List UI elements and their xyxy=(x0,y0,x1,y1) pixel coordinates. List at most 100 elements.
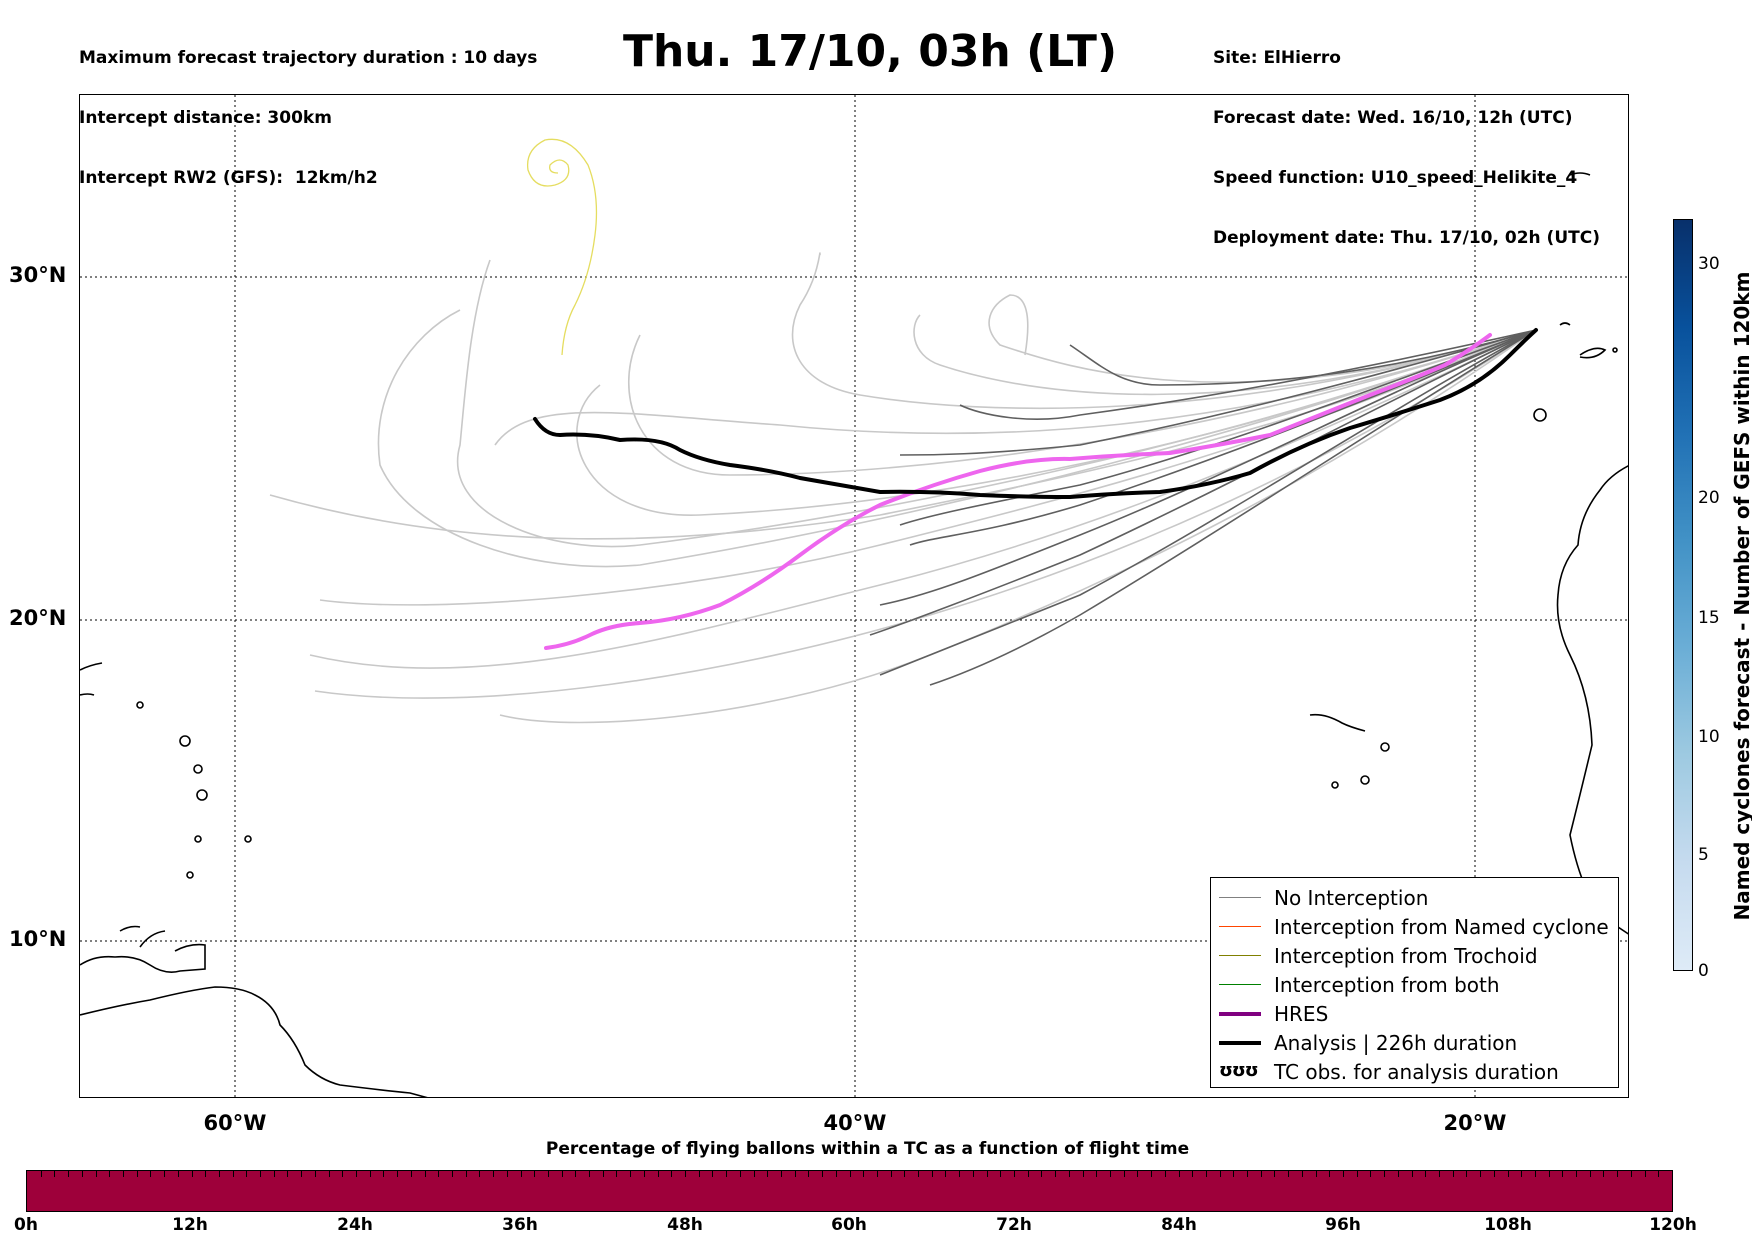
ensemble-track-line xyxy=(1069,329,1537,386)
flight-bar-minor-tick xyxy=(918,1171,920,1177)
flight-bar-minor-tick xyxy=(81,1171,83,1177)
flight-bar-minor-tick xyxy=(890,1171,892,1177)
ensemble-track-line xyxy=(869,329,1537,636)
flight-bar-minor-tick xyxy=(520,1171,522,1177)
lat-label-20n: 20°N xyxy=(9,606,67,630)
legend-swatch-trochoid xyxy=(1219,955,1261,957)
south-america-coast xyxy=(80,986,428,1097)
flight-bar-minor-tick xyxy=(630,1171,632,1177)
island-cape-verde-4 xyxy=(1331,781,1339,789)
flight-bar-minor-tick xyxy=(232,1171,234,1177)
colorbar-tick-20: 20 xyxy=(1698,488,1720,508)
flight-tick-96h: 96h xyxy=(1325,1215,1361,1235)
flight-bar-minor-tick xyxy=(1315,1171,1317,1177)
flight-bar-minor-tick xyxy=(109,1171,111,1177)
colorbar-tick-10: 10 xyxy=(1698,727,1720,747)
flight-bar-minor-tick xyxy=(136,1171,138,1177)
flight-bar-minor-tick xyxy=(1493,1171,1495,1177)
flight-tick-84h: 84h xyxy=(1161,1215,1197,1235)
colorbar-tick-0: 0 xyxy=(1698,961,1709,981)
island-lesser-antilles-5 xyxy=(244,835,252,843)
legend-item-no-interception: No Interception xyxy=(1211,884,1618,912)
flight-bar-minor-tick xyxy=(1343,1171,1344,1177)
flight-bar-minor-tick xyxy=(465,1171,467,1177)
flight-bar-minor-tick xyxy=(1041,1171,1043,1177)
flight-bar-minor-tick xyxy=(301,1171,303,1177)
flight-bar-minor-tick xyxy=(575,1171,577,1177)
map-panel xyxy=(79,94,1629,1098)
flight-bar-minor-tick xyxy=(246,1171,248,1177)
flight-bar-minor-tick xyxy=(863,1171,865,1177)
flight-time-bar-title: Percentage of flying ballons within a TC… xyxy=(545,1139,1190,1159)
flight-tick-36h: 36h xyxy=(502,1215,538,1235)
flight-bar-minor-tick xyxy=(1014,1171,1015,1177)
island-lesser-antilles-2 xyxy=(193,764,203,774)
speed-function-text: Speed function: U10_speed_Helikite_4 xyxy=(1213,168,1578,188)
flight-bar-minor-tick xyxy=(671,1171,673,1177)
flight-bar-minor-tick xyxy=(712,1171,714,1177)
legend-swatch-hres xyxy=(1219,1012,1261,1016)
flight-tick-108h: 108h xyxy=(1484,1215,1532,1235)
island-madeira xyxy=(1569,172,1591,176)
flight-bar-minor-tick xyxy=(438,1171,440,1177)
flight-bar-minor-tick xyxy=(1521,1171,1523,1177)
flight-bar-minor-tick xyxy=(753,1171,755,1177)
ensemble-track-line xyxy=(791,252,1537,410)
flight-bar-minor-tick xyxy=(1000,1171,1002,1177)
flight-bar-minor-tick xyxy=(260,1171,262,1177)
page-title: Thu. 17/10, 03h (LT) xyxy=(622,26,1118,77)
flight-tick-72h: 72h xyxy=(996,1215,1032,1235)
island-canary-2 xyxy=(1579,347,1607,359)
flight-bar-minor-tick xyxy=(876,1171,878,1177)
flight-bar-minor-tick xyxy=(849,1171,851,1177)
ensemble-track-line xyxy=(913,314,1537,396)
legend-label-named-cyclone: Interception from Named cyclone xyxy=(1274,915,1609,939)
flight-bar-minor-tick xyxy=(685,1171,686,1177)
intercept-distance-text: Intercept distance: 300km xyxy=(79,108,332,128)
flight-bar-minor-tick xyxy=(1233,1171,1235,1177)
map-canvas xyxy=(80,95,1628,1097)
island-cape-verde-2 xyxy=(1380,742,1390,752)
lat-label-10n: 10°N xyxy=(9,927,67,951)
ensemble-track-line xyxy=(576,329,1537,516)
flight-bar-minor-tick xyxy=(164,1171,166,1177)
flight-bar-minor-tick xyxy=(397,1171,399,1177)
flight-bar-minor-tick xyxy=(616,1171,618,1177)
flight-bar-minor-tick xyxy=(1658,1171,1660,1177)
flight-bar-minor-tick xyxy=(369,1171,371,1177)
flight-bar-minor-tick xyxy=(287,1171,289,1177)
ensemble-track-line xyxy=(899,329,1537,526)
flight-bar-minor-tick xyxy=(1260,1171,1262,1177)
legend-swatch-analysis xyxy=(1219,1041,1261,1045)
flight-bar-minor-tick xyxy=(177,1171,179,1177)
legend-label-analysis: Analysis | 226h duration xyxy=(1274,1031,1518,1055)
flight-bar-minor-tick xyxy=(1384,1171,1386,1177)
flight-bar-minor-tick xyxy=(1329,1171,1331,1177)
flight-bar-minor-tick xyxy=(1356,1171,1358,1177)
ensemble-track-line xyxy=(929,329,1537,686)
flight-bar-minor-tick xyxy=(1301,1171,1303,1177)
flight-bar-minor-tick xyxy=(68,1171,70,1177)
legend-item-named-cyclone: Interception from Named cyclone xyxy=(1211,913,1618,941)
ensemble-track-line xyxy=(959,329,1537,420)
legend-label-tc-obs: TC obs. for analysis duration xyxy=(1274,1060,1559,1084)
flight-bar-minor-tick xyxy=(1137,1171,1139,1177)
island-cape-verde-3 xyxy=(1360,775,1370,785)
flight-tick-60h: 60h xyxy=(831,1215,867,1235)
flight-tick-120h: 120h xyxy=(1649,1215,1697,1235)
flight-bar-minor-tick xyxy=(1644,1171,1646,1177)
cyclone-colorbar xyxy=(1673,219,1693,971)
flight-bar-minor-tick xyxy=(822,1171,824,1177)
island-hispaniola xyxy=(119,925,166,948)
colorbar-tick-15: 15 xyxy=(1698,608,1720,628)
flight-tick-24h: 24h xyxy=(337,1215,373,1235)
island-canary-4 xyxy=(1559,322,1571,326)
coastlines xyxy=(80,172,1628,1097)
flight-bar-minor-tick xyxy=(972,1171,974,1177)
flight-bar-minor-tick xyxy=(959,1171,961,1177)
header-info-right: Site: ElHierro Forecast date: Wed. 16/10… xyxy=(1213,8,1600,268)
flight-bar-minor-tick xyxy=(273,1171,275,1177)
flight-bar-minor-tick xyxy=(328,1171,330,1177)
ensemble-track-line xyxy=(314,329,1537,699)
flight-bar-minor-tick xyxy=(1438,1171,1440,1177)
